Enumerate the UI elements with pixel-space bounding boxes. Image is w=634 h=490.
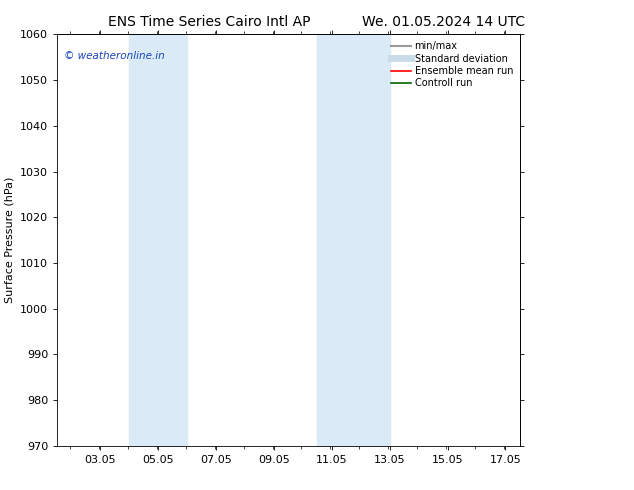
- Bar: [318, 34, 390, 446]
- Text: We. 01.05.2024 14 UTC: We. 01.05.2024 14 UTC: [362, 15, 526, 29]
- Text: © weatheronline.in: © weatheronline.in: [64, 51, 165, 61]
- Y-axis label: Surface Pressure (hPa): Surface Pressure (hPa): [4, 177, 15, 303]
- Text: ENS Time Series Cairo Intl AP: ENS Time Series Cairo Intl AP: [108, 15, 311, 29]
- Legend: min/max, Standard deviation, Ensemble mean run, Controll run: min/max, Standard deviation, Ensemble me…: [387, 37, 517, 92]
- Bar: [129, 34, 187, 446]
